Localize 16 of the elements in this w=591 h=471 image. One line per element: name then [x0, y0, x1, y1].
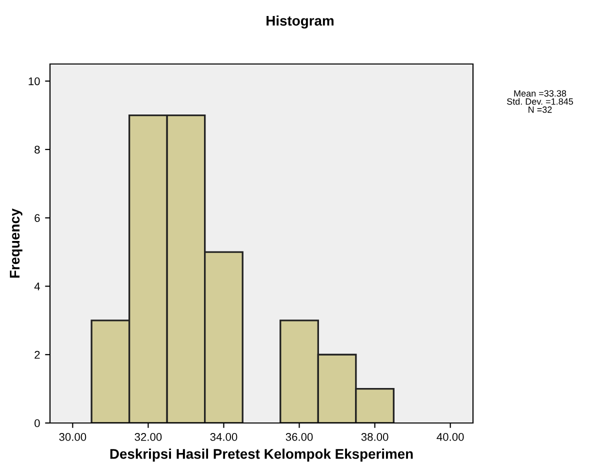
text: Mean =33.38 Std. Dev. =1.845 N =32	[506, 90, 574, 113]
y-tick-label: 10	[28, 77, 40, 86]
y-tick-label: 2	[34, 350, 40, 359]
x-tick-label: 40.00	[436, 433, 464, 441]
y-tick-label: 0	[34, 419, 40, 428]
y-axis-title: Frequency	[10, 208, 22, 278]
y-tick-label: 8	[34, 146, 40, 154]
x-tick-label: 38.00	[361, 433, 388, 441]
x-tick-label: 30.00	[59, 433, 86, 441]
x-tick-label: 36.00	[286, 433, 313, 441]
chart-title: Histogram	[266, 15, 334, 29]
y-tick-label: 6	[34, 214, 40, 222]
x-axis-title: Deskripsi Hasil Pretest Kelompok Eksperimen	[110, 448, 413, 462]
x-tick-label: 32.00	[134, 433, 162, 441]
x-tick-label: 34.00	[210, 433, 238, 441]
y-tick-label: 4	[34, 282, 40, 290]
